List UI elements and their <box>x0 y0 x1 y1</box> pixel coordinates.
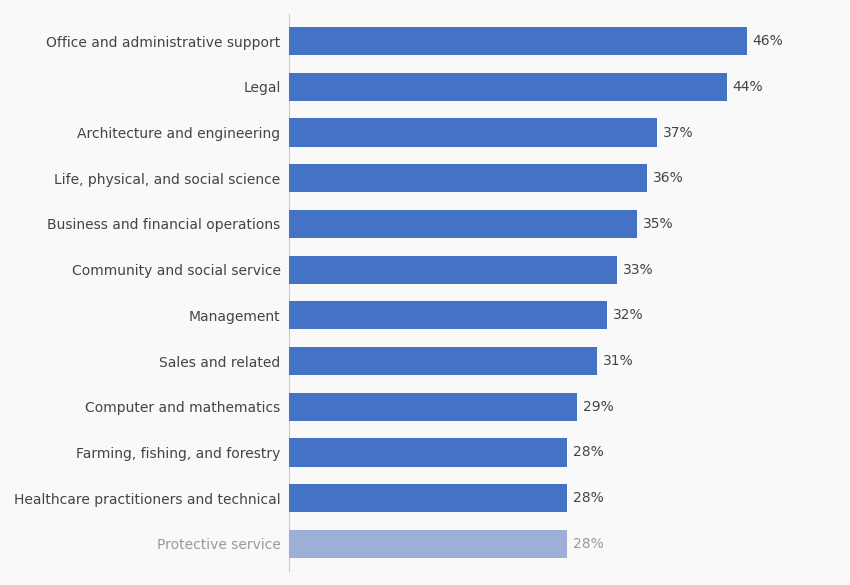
Bar <box>289 210 638 238</box>
Bar <box>289 393 577 421</box>
Text: 35%: 35% <box>643 217 674 231</box>
Text: 28%: 28% <box>574 536 604 550</box>
Bar <box>289 347 598 375</box>
Bar <box>289 119 657 147</box>
Bar <box>289 164 647 192</box>
Bar <box>289 73 727 101</box>
Text: 28%: 28% <box>574 445 604 459</box>
Bar <box>289 27 746 56</box>
Text: 32%: 32% <box>613 308 643 322</box>
Text: 37%: 37% <box>663 126 694 140</box>
Bar <box>289 438 568 466</box>
Text: 36%: 36% <box>653 171 683 185</box>
Text: 29%: 29% <box>583 400 614 414</box>
Bar <box>289 256 617 284</box>
Text: 31%: 31% <box>604 354 634 368</box>
Bar <box>289 301 607 329</box>
Text: 28%: 28% <box>574 491 604 505</box>
Bar <box>289 529 568 558</box>
Text: 33%: 33% <box>623 263 654 277</box>
Bar <box>289 484 568 512</box>
Text: 46%: 46% <box>752 35 784 49</box>
Text: 44%: 44% <box>733 80 763 94</box>
